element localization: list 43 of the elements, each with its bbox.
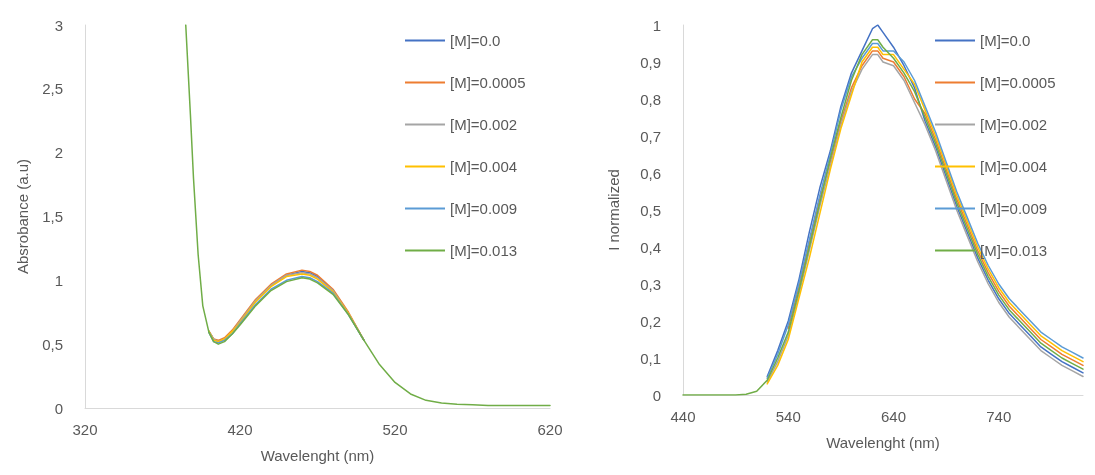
legend-label: [M]=0.004 xyxy=(450,158,518,175)
legend-label: [M]=0.0 xyxy=(980,32,1031,49)
y-tick-label: 0,4 xyxy=(640,238,661,256)
y-tick-label: 0,7 xyxy=(640,127,661,145)
x-tick-label: 420 xyxy=(227,421,253,438)
y-axis-title: I normalized xyxy=(605,169,622,251)
legend-label: [M]=0.013 xyxy=(980,242,1048,259)
x-axis-title: Wavelenght (nm) xyxy=(826,434,940,451)
legend-label: [M]=0.002 xyxy=(450,116,518,133)
y-tick-label: 0,5 xyxy=(42,335,63,353)
x-axis-title: Wavelenght (nm) xyxy=(260,447,375,464)
y-tick-label: 0 xyxy=(54,399,63,417)
legend-label: [M]=0.004 xyxy=(980,158,1048,175)
y-tick-label: 0,3 xyxy=(640,275,661,293)
x-tick-label: 540 xyxy=(775,408,801,425)
legend-label: [M]=0.002 xyxy=(980,116,1048,133)
y-tick-label: 0,8 xyxy=(640,90,661,108)
x-tick-label: 520 xyxy=(382,421,408,438)
y-tick-label: 1 xyxy=(652,16,661,34)
y-tick-label: 0,9 xyxy=(640,53,661,71)
legend-label: [M]=0.013 xyxy=(450,242,518,259)
x-tick-label: 620 xyxy=(537,421,563,438)
legend-label: [M]=0.0005 xyxy=(450,74,526,91)
y-axis-title: Absrobance (a.u) xyxy=(14,158,31,275)
x-tick-label: 440 xyxy=(670,408,696,425)
legend-label: [M]=0.009 xyxy=(980,200,1048,217)
legend-label: [M]=0.0 xyxy=(450,32,501,49)
legend-label: [M]=0.009 xyxy=(450,200,518,217)
legend-label: [M]=0.0005 xyxy=(980,74,1056,91)
x-tick-label: 740 xyxy=(986,408,1012,425)
y-tick-label: 3 xyxy=(54,16,63,34)
x-tick-label: 640 xyxy=(881,408,907,425)
y-tick-label: 0,2 xyxy=(640,312,661,330)
y-tick-label: 1 xyxy=(54,271,63,289)
y-tick-label: 0,6 xyxy=(640,164,661,182)
y-tick-label: 2,5 xyxy=(42,80,63,98)
y-tick-label: 0 xyxy=(652,386,661,404)
y-tick-label: 0,1 xyxy=(640,349,661,367)
y-tick-label: 1,5 xyxy=(42,208,63,225)
x-tick-label: 320 xyxy=(72,421,98,438)
line-series xyxy=(185,24,551,407)
y-tick-label: 2 xyxy=(54,144,63,162)
y-tick-label: 0,5 xyxy=(640,201,661,219)
